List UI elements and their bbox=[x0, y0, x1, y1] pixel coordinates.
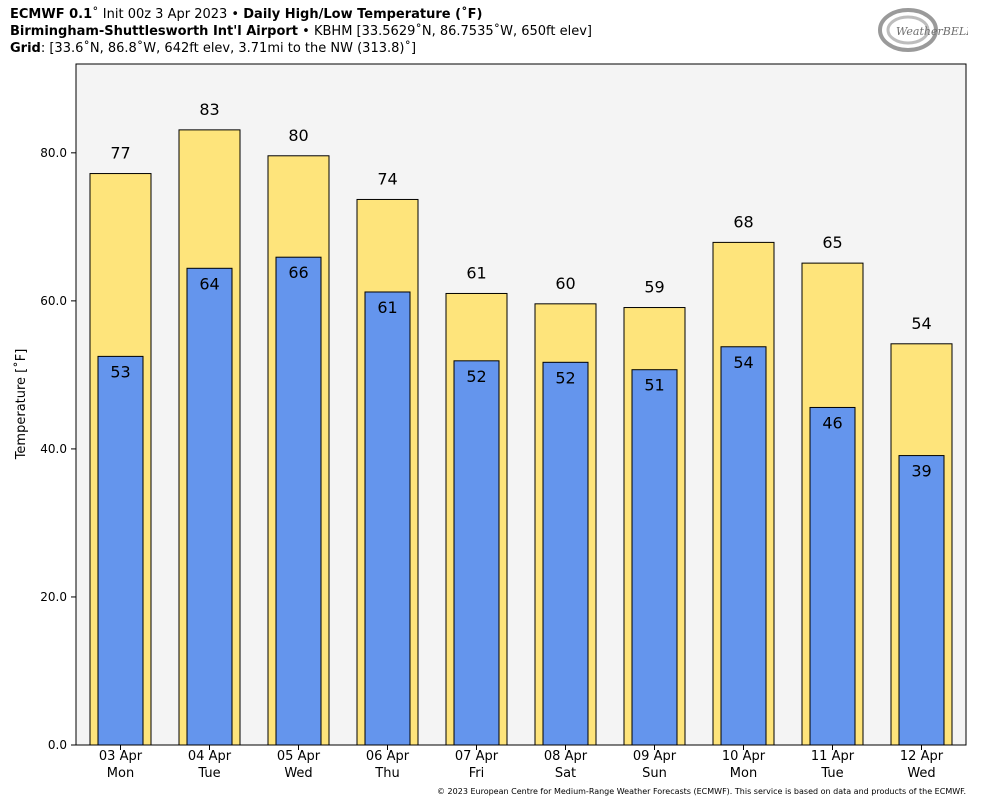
high-temp-label: 80 bbox=[288, 126, 308, 145]
model-name: ECMWF 0.1 bbox=[10, 7, 93, 22]
x-tick-day: Thu bbox=[374, 766, 399, 781]
x-tick-day: Wed bbox=[907, 766, 935, 781]
grid-label: Grid bbox=[10, 41, 41, 56]
x-tick-day: Sat bbox=[555, 766, 576, 781]
low-temp-bar bbox=[275, 256, 322, 746]
x-tick-date: 07 Apr bbox=[455, 749, 499, 764]
x-tick-date: 04 Apr bbox=[188, 749, 232, 764]
low-temp-label: 53 bbox=[110, 362, 130, 381]
x-tick-day: Mon bbox=[107, 766, 134, 781]
y-tick-label: 20.0 bbox=[40, 590, 67, 604]
bars-group: 77 53 83 64 80 66 74 61 61 52 60 52 59 51 68 54 65 46 54 39 bbox=[89, 100, 953, 746]
x-tick-day: Mon bbox=[730, 766, 757, 781]
x-tick-date: 09 Apr bbox=[633, 749, 677, 764]
x-tick-date: 06 Apr bbox=[366, 749, 410, 764]
low-temp-label: 54 bbox=[733, 353, 753, 372]
logo-text: WeatherBELL bbox=[896, 25, 968, 38]
high-temp-label: 54 bbox=[911, 314, 931, 333]
header-line-1: ECMWF 0.1˚ Init 00z 3 Apr 2023 • Daily H… bbox=[10, 6, 482, 23]
high-temp-label: 61 bbox=[466, 263, 486, 282]
x-tick-day: Sun bbox=[642, 766, 667, 781]
x-tick-date: 03 Apr bbox=[99, 749, 143, 764]
low-temp-bar bbox=[97, 355, 144, 746]
grid-info: : [33.6˚N, 86.8˚W, 642ft elev, 3.71mi to… bbox=[40, 41, 417, 56]
x-tick-date: 11 Apr bbox=[811, 749, 855, 764]
chart-title: Daily High/Low Temperature (˚F) bbox=[243, 7, 483, 22]
low-temp-bar bbox=[364, 291, 411, 746]
low-temp-label: 46 bbox=[822, 413, 842, 432]
x-axis: 03 Apr Mon 04 Apr Tue 05 Apr Wed 06 Apr Thu 07 A… bbox=[99, 745, 944, 781]
x-tick-day: Fri bbox=[469, 766, 485, 781]
low-temp-bar bbox=[631, 369, 678, 746]
low-temp-bar bbox=[809, 406, 856, 746]
low-temp-bar bbox=[453, 360, 500, 746]
header-line-2: Birmingham-Shuttlesworth Int'l Airport •… bbox=[10, 23, 592, 40]
copyright-credit: © 2023 European Centre for Medium-Range … bbox=[437, 787, 966, 796]
x-tick-day: Tue bbox=[820, 766, 843, 781]
x-tick-day: Tue bbox=[197, 766, 220, 781]
y-tick-label: 0.0 bbox=[48, 738, 67, 752]
y-axis-label: Temperature [˚F] bbox=[13, 349, 29, 461]
y-axis: 0.0 20.0 40.0 60.0 80.0 bbox=[40, 146, 76, 752]
x-tick-date: 10 Apr bbox=[722, 749, 766, 764]
low-temp-bar bbox=[898, 455, 945, 746]
low-temp-label: 51 bbox=[644, 376, 664, 395]
high-temp-label: 60 bbox=[555, 274, 575, 293]
y-tick-label: 80.0 bbox=[40, 146, 67, 160]
low-temp-label: 52 bbox=[555, 368, 575, 387]
low-temp-bar bbox=[186, 267, 233, 746]
x-tick-day: Wed bbox=[284, 766, 312, 781]
y-tick-label: 40.0 bbox=[40, 442, 67, 456]
high-temp-label: 74 bbox=[377, 169, 397, 188]
high-temp-label: 65 bbox=[822, 233, 842, 252]
low-temp-label: 61 bbox=[377, 298, 397, 317]
x-tick-date: 12 Apr bbox=[900, 749, 944, 764]
low-temp-label: 64 bbox=[199, 274, 219, 293]
x-tick-date: 05 Apr bbox=[277, 749, 321, 764]
high-temp-label: 77 bbox=[110, 144, 130, 163]
low-temp-bar bbox=[542, 361, 589, 746]
weatherbell-logo: WeatherBELL bbox=[878, 8, 968, 52]
init-time: ˚ Init 00z 3 Apr 2023 • bbox=[92, 7, 240, 22]
station-name: Birmingham-Shuttlesworth Int'l Airport bbox=[10, 24, 299, 39]
high-temp-label: 68 bbox=[733, 212, 753, 231]
high-temp-label: 59 bbox=[644, 278, 664, 297]
low-temp-label: 66 bbox=[288, 263, 308, 282]
y-tick-label: 60.0 bbox=[40, 294, 67, 308]
high-temp-label: 83 bbox=[199, 100, 219, 119]
low-temp-label: 52 bbox=[466, 367, 486, 386]
low-temp-bar bbox=[720, 346, 767, 746]
low-temp-label: 39 bbox=[911, 462, 931, 481]
x-tick-date: 08 Apr bbox=[544, 749, 588, 764]
station-info: • KBHM [33.5629˚N, 86.7535˚W, 650ft elev… bbox=[302, 24, 592, 39]
header-line-3: Grid: [33.6˚N, 86.8˚W, 642ft elev, 3.71m… bbox=[10, 40, 416, 57]
